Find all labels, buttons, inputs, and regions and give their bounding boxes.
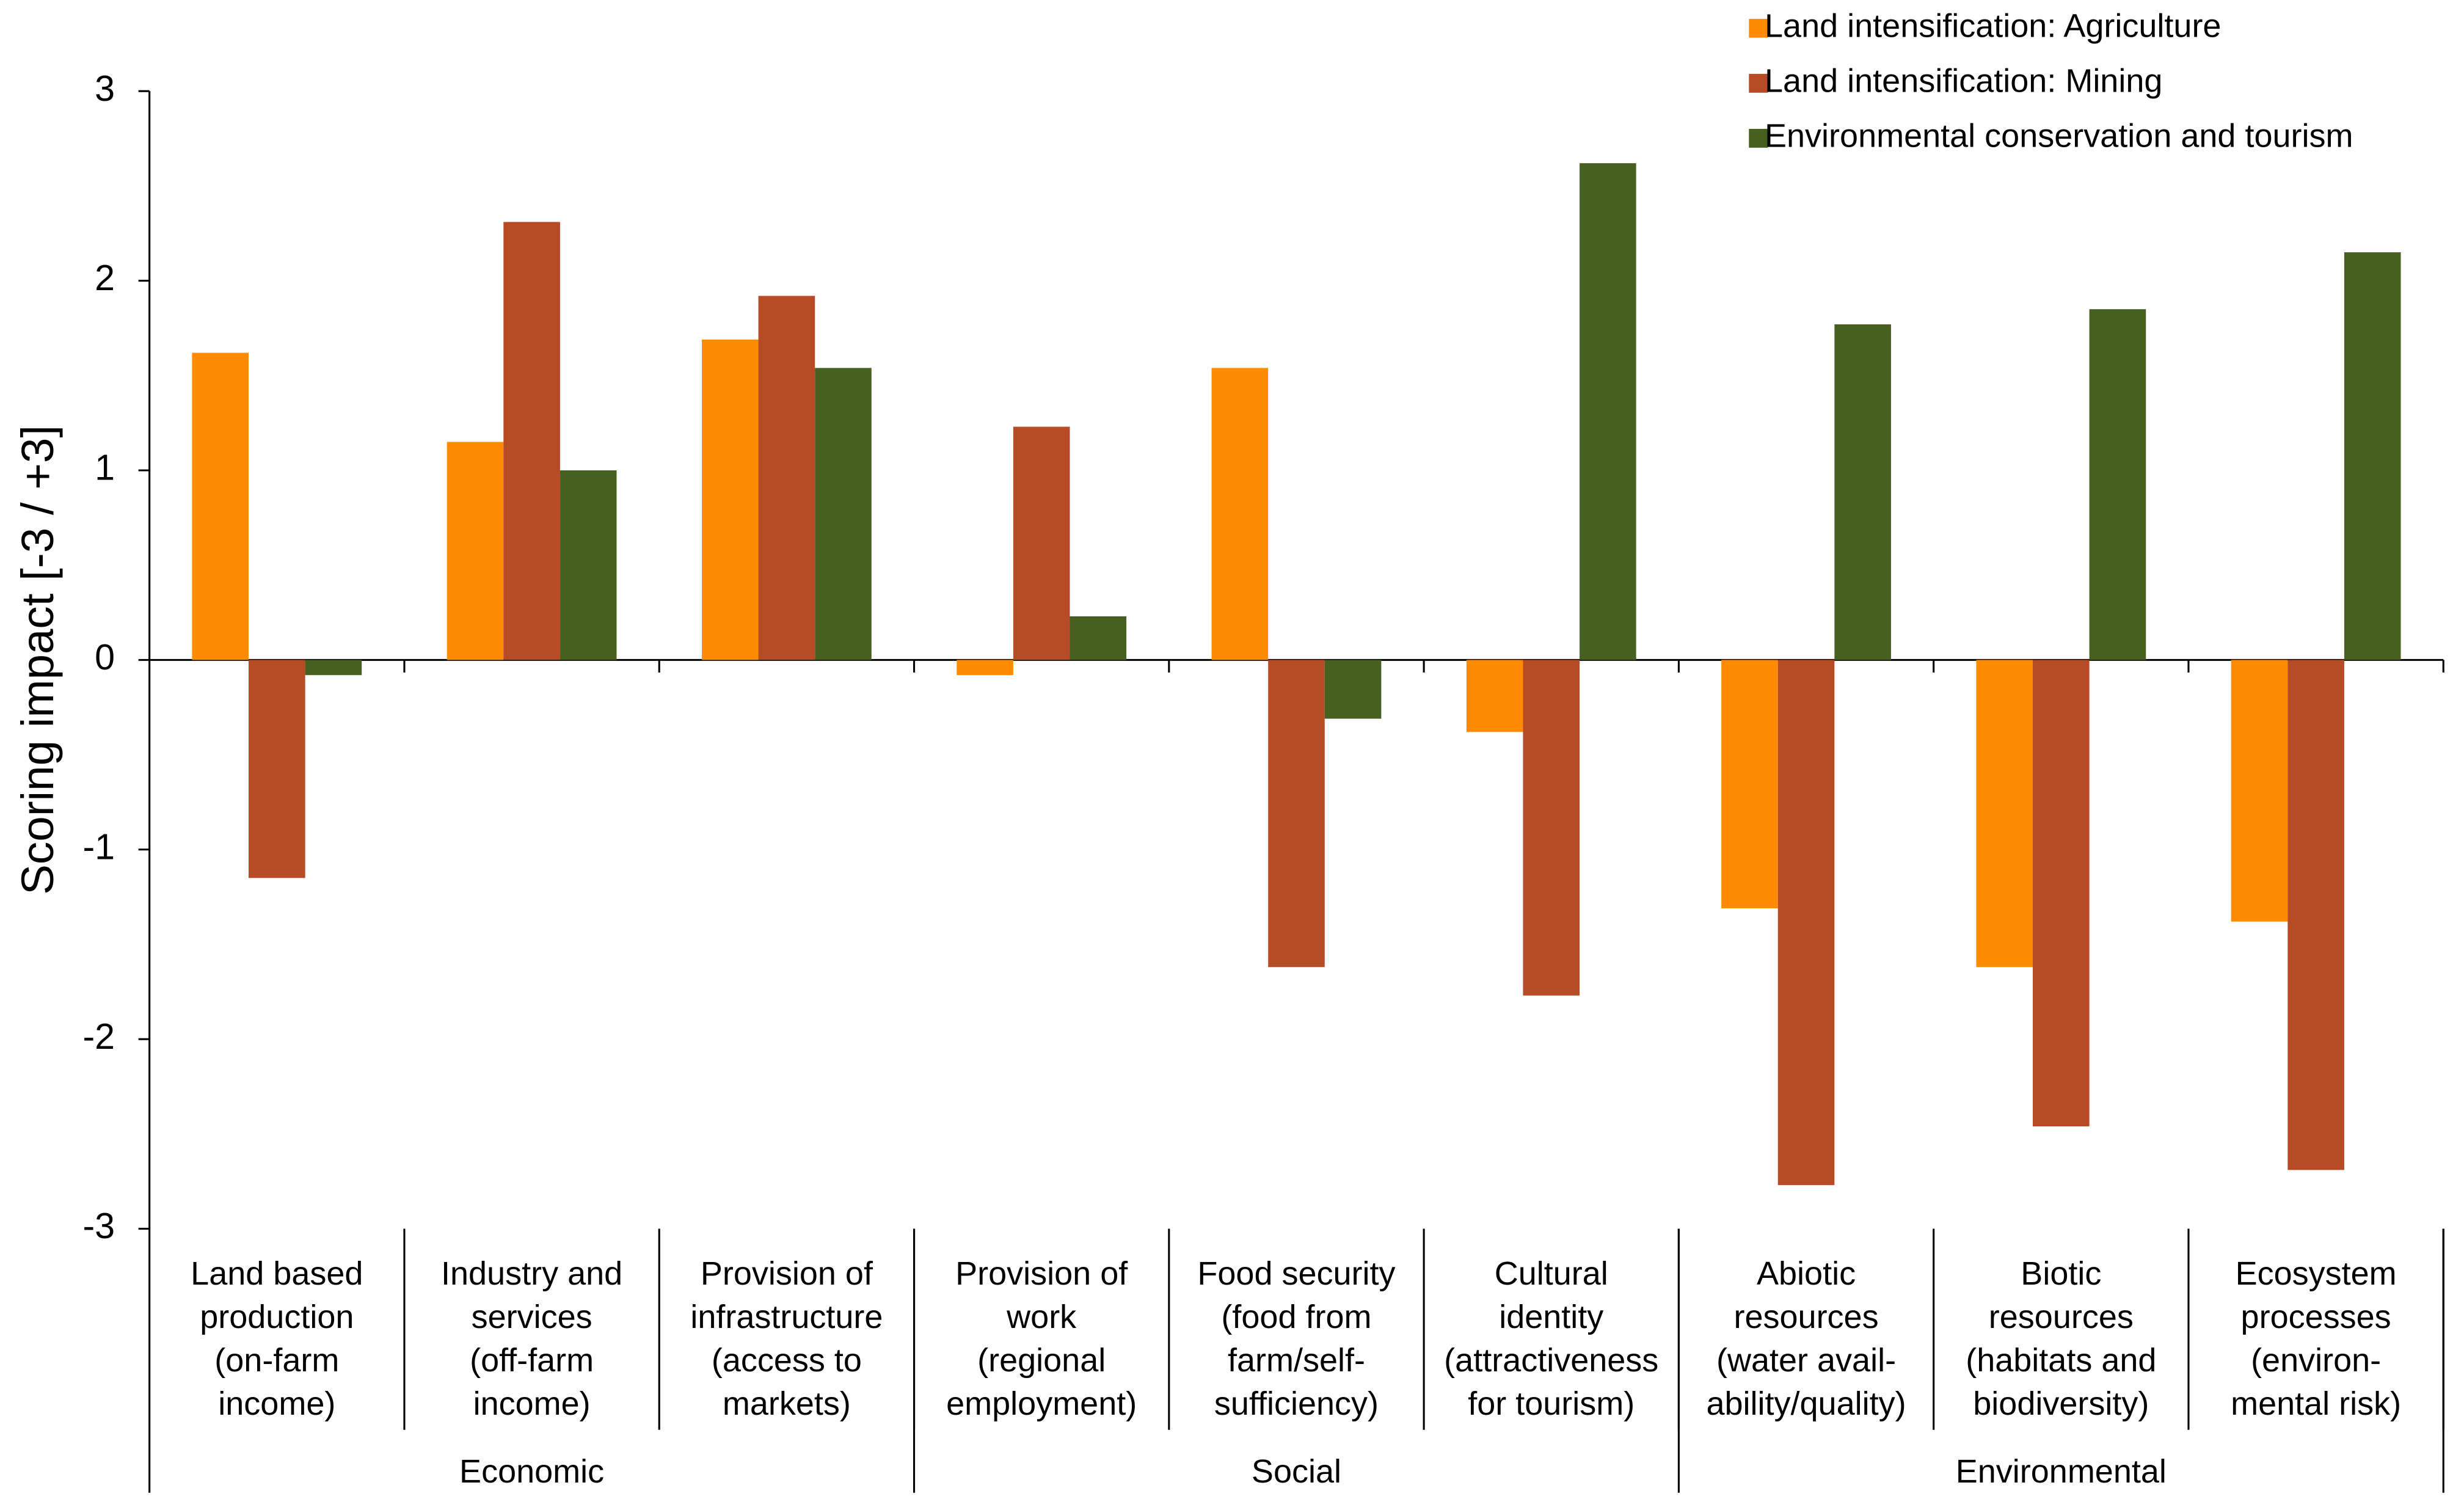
x-tick-label: Cultural xyxy=(1495,1255,1608,1292)
bar xyxy=(1523,660,1580,996)
x-tick-label: Ecosystem xyxy=(2236,1255,2397,1292)
bar xyxy=(305,660,362,676)
x-tick-label: resources xyxy=(1733,1299,1878,1335)
bar xyxy=(957,660,1013,676)
bar xyxy=(192,352,249,660)
x-tick-label: (off-farm xyxy=(470,1342,594,1379)
legend-label: Land intensification: Mining xyxy=(1765,63,2162,100)
legend-label: Land intensification: Agriculture xyxy=(1765,8,2221,45)
bar xyxy=(1268,660,1325,968)
x-tick-label: Food security xyxy=(1197,1255,1395,1292)
x-tick-label: Provision of xyxy=(701,1255,873,1292)
group-label: Environmental xyxy=(1956,1453,2167,1490)
legend-swatch xyxy=(1749,128,1768,148)
bar xyxy=(1580,163,1636,660)
legend-swatch xyxy=(1749,73,1768,93)
x-tick-label: markets) xyxy=(723,1385,851,1422)
x-tick-label: income) xyxy=(218,1385,335,1422)
x-tick-label: (water avail- xyxy=(1716,1342,1896,1379)
bar xyxy=(1211,368,1269,660)
x-tick-label: biodiversity) xyxy=(1973,1385,2149,1422)
y-tick-label: -1 xyxy=(82,826,115,867)
bar xyxy=(1834,324,1891,660)
x-tick-label: income) xyxy=(473,1385,591,1422)
x-tick-label: resources xyxy=(1989,1299,2134,1335)
x-tick-label: infrastructure xyxy=(690,1299,883,1335)
x-tick-label: services xyxy=(472,1299,592,1335)
bar xyxy=(2033,660,2090,1126)
group-label: Social xyxy=(1252,1453,1341,1490)
bar xyxy=(503,222,560,660)
x-tick-label: identity xyxy=(1499,1299,1603,1335)
legend-swatch xyxy=(1749,18,1768,38)
x-tick-label: processes xyxy=(2241,1299,2391,1335)
y-tick-label: 1 xyxy=(95,447,115,488)
legend-label: Environmental conservation and tourism xyxy=(1765,118,2353,155)
x-tick-label: Provision of xyxy=(955,1255,1128,1292)
bar xyxy=(1976,660,2033,968)
bar xyxy=(2344,252,2401,660)
x-tick-label: work xyxy=(1006,1299,1077,1335)
x-tick-label: employment) xyxy=(946,1385,1137,1422)
x-tick-label: Biotic xyxy=(2021,1255,2101,1292)
x-tick-label: (environ- xyxy=(2251,1342,2381,1379)
x-tick-label: (food from xyxy=(1221,1299,1371,1335)
bar xyxy=(2231,660,2288,922)
bar xyxy=(1324,660,1382,719)
x-tick-label: mental risk) xyxy=(2231,1385,2401,1422)
bar xyxy=(560,470,617,660)
x-tick-label: farm/self- xyxy=(1228,1342,1365,1379)
x-tick-label: Land based xyxy=(191,1255,363,1292)
x-tick-label: Industry and xyxy=(441,1255,622,1292)
x-tick-label: (regional xyxy=(977,1342,1106,1379)
y-tick-label: -2 xyxy=(82,1016,115,1057)
bar xyxy=(1070,616,1127,660)
y-tick-label: 2 xyxy=(95,257,115,298)
x-tick-label: (on-farm xyxy=(214,1342,339,1379)
bar xyxy=(2287,660,2344,1170)
y-tick-label: 3 xyxy=(95,68,115,109)
x-tick-label: ability/quality) xyxy=(1706,1385,1906,1422)
y-axis-title: Scoring impact [-3 / +3] xyxy=(12,425,63,895)
bar xyxy=(249,660,305,878)
x-tick-label: (access to xyxy=(712,1342,862,1379)
group-label: Economic xyxy=(459,1453,604,1490)
x-tick-label: production xyxy=(200,1299,354,1335)
bar xyxy=(1721,660,1778,908)
x-tick-label: (attractiveness xyxy=(1444,1342,1658,1379)
bar xyxy=(758,296,815,660)
x-tick-label: for tourism) xyxy=(1468,1385,1635,1422)
y-tick-label: 0 xyxy=(95,636,115,677)
bar xyxy=(815,368,872,660)
bar xyxy=(2089,309,2146,660)
bar xyxy=(701,339,759,660)
bar xyxy=(1466,660,1523,732)
bar xyxy=(1013,426,1070,660)
bar xyxy=(1777,660,1835,1186)
x-tick-label: (habitats and xyxy=(1966,1342,2156,1379)
x-tick-label: Abiotic xyxy=(1757,1255,1856,1292)
y-tick-label: -3 xyxy=(82,1205,115,1246)
bar xyxy=(447,442,504,660)
x-tick-label: sufficiency) xyxy=(1214,1385,1379,1422)
